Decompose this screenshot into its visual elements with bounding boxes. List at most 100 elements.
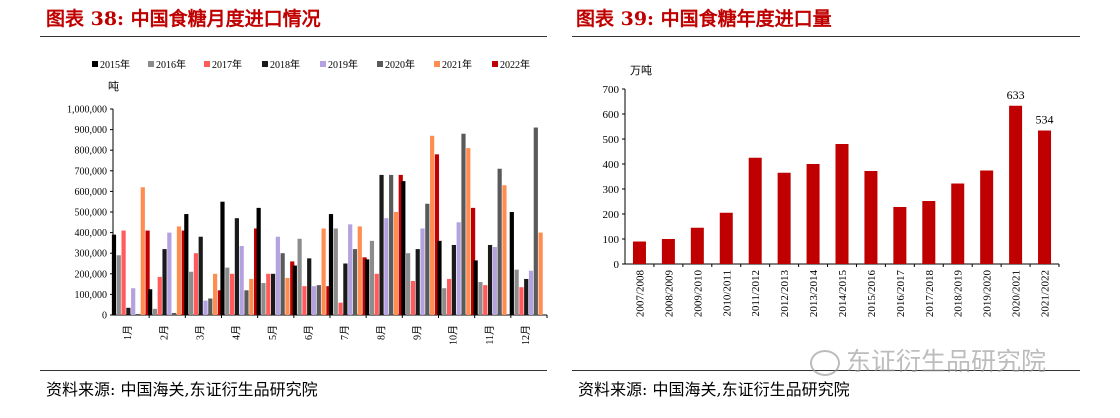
bar-2019年-10月 — [456, 222, 461, 315]
x-tick-label: 2017/2018 — [924, 270, 936, 318]
bar-2014/2015 — [835, 144, 849, 264]
y-tick-label: 100 — [603, 234, 620, 246]
x-tick-label: 2007/2008 — [634, 270, 646, 318]
left-title-rule — [40, 36, 547, 37]
bar-2016年-3月 — [189, 271, 194, 315]
y-tick-label: 300 — [603, 184, 620, 196]
bar-2018/2019 — [951, 183, 965, 264]
x-tick-label: 7月 — [339, 325, 351, 340]
left-source-note: 资料来源: 中国海关,东证衍生品研究院 — [46, 380, 318, 399]
x-tick-label: 2021/2022 — [1040, 270, 1052, 317]
bar-2021/2022 — [1038, 130, 1052, 264]
x-tick-label: 2014/2015 — [837, 270, 849, 318]
legend-swatch-7 — [434, 61, 440, 67]
data-label: 633 — [1007, 88, 1025, 102]
bar-2021年-12月 — [538, 232, 543, 315]
legend-label-2: 2016年 — [156, 58, 186, 71]
legend-label-3: 2017年 — [212, 58, 242, 71]
legend-swatch-3 — [204, 61, 210, 67]
data-label: 534 — [1036, 113, 1054, 127]
legend-label-6: 2020年 — [385, 58, 415, 71]
bar-2013/2014 — [806, 164, 820, 264]
bar-2015年-12月 — [509, 212, 514, 315]
bar-2020年-3月 — [208, 298, 213, 315]
bar-2015年-1月 — [111, 234, 117, 315]
bar-2016年-6月 — [297, 238, 302, 315]
bar-2022年-1月 — [145, 230, 150, 315]
bar-2017年-6月 — [302, 286, 307, 315]
y-tick-label: 400 — [603, 159, 620, 171]
x-tick-label: 2008/2009 — [663, 270, 675, 318]
bar-2022年-2月 — [181, 230, 186, 315]
bar-2019年-2月 — [167, 232, 172, 315]
bar-2018年-10月 — [451, 244, 456, 315]
y-tick-label: 600 — [603, 109, 620, 121]
bar-2019年-9月 — [420, 228, 425, 315]
bar-2020/2021 — [1009, 105, 1023, 264]
bar-2022年-4月 — [253, 228, 259, 315]
bar-2019年-4月 — [239, 245, 244, 315]
y-tick-label: 100,000 — [75, 290, 108, 301]
bar-2016年-11月 — [478, 282, 483, 315]
x-tick-label: 8月 — [375, 325, 387, 340]
x-tick-label: 2010/2011 — [721, 270, 733, 317]
watermark: 东证衍生品研究院 — [810, 342, 1046, 378]
y-tick-label: 700 — [603, 84, 620, 96]
bar-2015年-8月 — [365, 259, 370, 315]
bar-2018年-12月 — [524, 278, 529, 315]
bar-2018年-5月 — [270, 273, 276, 315]
bar-2021年-2月 — [176, 226, 182, 315]
bar-2021年-4月 — [249, 278, 254, 315]
bar-2015年-6月 — [292, 265, 297, 315]
x-tick-label: 2018/2019 — [953, 270, 965, 318]
y-tick-label: 800,000 — [75, 146, 108, 157]
x-tick-label: 2012/2013 — [779, 270, 791, 318]
legend-swatch-2 — [148, 61, 154, 67]
bar-2015年-10月 — [437, 240, 442, 315]
bar-2017年-3月 — [193, 253, 199, 315]
bar-2021年-7月 — [357, 226, 362, 315]
bar-2019年-5月 — [275, 236, 280, 315]
monthly-import-chart: 2015年 2016年 2017年 2018年 2019年 2020年 2021年 2022年… — [67, 58, 548, 345]
bar-2009/2010 — [690, 227, 704, 264]
bar-2020年-10月 — [461, 133, 466, 315]
watermark-text: 东证衍生品研究院 — [846, 347, 1047, 376]
bar-2017年-1月 — [121, 230, 126, 315]
bar-2016/2017 — [893, 207, 907, 264]
y-tick-label: 300,000 — [75, 249, 108, 260]
bar-2020年-5月 — [280, 253, 285, 315]
y-tick-label: 600,000 — [75, 187, 108, 198]
bar-2016年-5月 — [261, 283, 266, 315]
x-tick-label: 9月 — [411, 325, 423, 340]
bar-2016年-9月 — [406, 253, 411, 315]
bar-2021年-10月 — [466, 148, 471, 315]
bar-2017年-4月 — [229, 273, 235, 315]
legend-swatch-8 — [492, 61, 498, 67]
bar-2018年-1月 — [126, 307, 131, 315]
x-tick-label: 1月 — [122, 325, 134, 340]
right-title-rule — [572, 36, 1080, 37]
bar-2018年-8月 — [379, 174, 384, 315]
y-tick-label: 0 — [102, 311, 107, 322]
y-tick-label: 1,000,000 — [67, 105, 107, 116]
bar-2017年-12月 — [519, 287, 524, 315]
bar-2019年-8月 — [384, 218, 389, 315]
y-tick-label: 500 — [603, 134, 620, 146]
x-tick-label: 2011/2012 — [750, 270, 762, 317]
bar-2016年-10月 — [442, 288, 447, 315]
bar-2019年-11月 — [492, 247, 497, 315]
bar-2019/2020 — [980, 170, 994, 264]
x-tick-label: 10月 — [448, 325, 460, 345]
bar-2022年-7月 — [362, 257, 367, 315]
bar-2022年-8月 — [398, 174, 403, 315]
bar-2016年-2月 — [152, 308, 158, 315]
bar-2017年-9月 — [410, 281, 416, 315]
bar-2016年-8月 — [369, 240, 375, 315]
bar-2016年-12月 — [514, 269, 519, 315]
bar-2017年-7月 — [338, 302, 343, 315]
x-tick-label: 3月 — [194, 325, 206, 340]
bar-2020年-6月 — [316, 285, 321, 315]
y-tick-label: 200,000 — [75, 269, 108, 280]
bar-2017年-8月 — [374, 273, 379, 315]
bar-2019年-6月 — [311, 286, 317, 315]
